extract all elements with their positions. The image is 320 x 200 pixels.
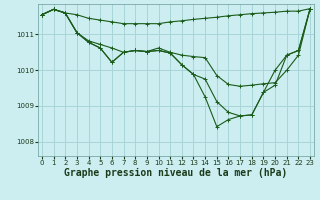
X-axis label: Graphe pression niveau de la mer (hPa): Graphe pression niveau de la mer (hPa) — [64, 168, 288, 178]
